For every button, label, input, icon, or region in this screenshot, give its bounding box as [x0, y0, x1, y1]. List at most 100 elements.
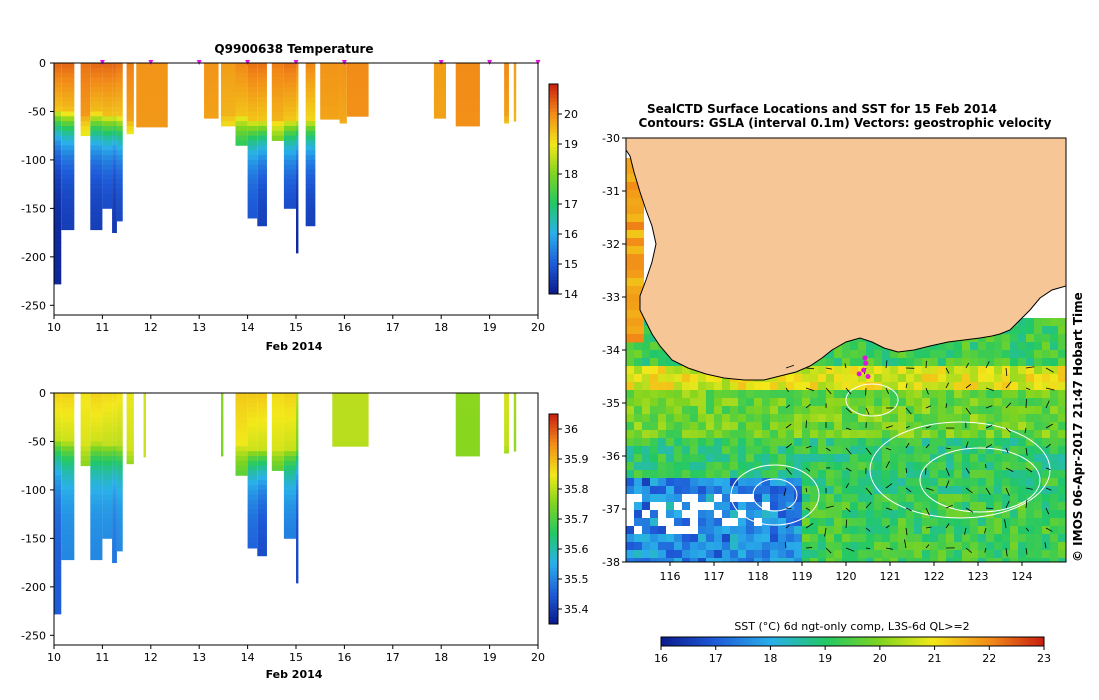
profile-cell	[247, 499, 258, 505]
sst-cell	[1010, 414, 1019, 423]
sst-cell	[866, 430, 875, 439]
profile-cell	[247, 446, 258, 452]
sst-cell	[794, 374, 803, 383]
sst-cell	[1026, 382, 1035, 391]
sst-cell	[634, 430, 643, 439]
sst-cell	[1002, 358, 1011, 367]
sst-cell	[930, 438, 939, 447]
profile-cell	[504, 426, 509, 433]
sst-cell	[906, 526, 915, 535]
profile-cell	[112, 533, 117, 539]
profile-cell	[112, 159, 117, 166]
sst-cell	[666, 358, 675, 367]
profile-cell	[339, 92, 347, 98]
sst-cell	[794, 430, 803, 439]
velocity-vector	[1025, 499, 1028, 509]
profile-cell	[513, 412, 517, 418]
sst-cell	[898, 414, 907, 423]
sst-cell	[842, 542, 851, 551]
profile-cell	[455, 393, 480, 399]
profile-cell	[54, 519, 62, 525]
profile-cell	[305, 184, 316, 190]
sst-cell	[626, 422, 635, 431]
profile-cell	[112, 417, 117, 423]
sst-cell	[794, 446, 803, 455]
profile-cell	[54, 606, 62, 612]
profile-cell	[235, 82, 248, 88]
sst-cell	[962, 382, 971, 391]
profile-16	[332, 393, 369, 447]
sst-cell	[1058, 454, 1066, 463]
profile-cell	[504, 407, 509, 413]
profile-cell	[235, 460, 248, 467]
sst-cell	[986, 382, 995, 391]
sst-cell	[682, 430, 691, 439]
sst-cell	[754, 398, 763, 407]
profile-cell	[90, 145, 103, 151]
sst-cell	[650, 510, 659, 519]
sst-cell	[794, 382, 803, 391]
profile-cell	[90, 446, 103, 452]
velocity-vector	[965, 407, 972, 415]
sst-cell	[1026, 526, 1035, 535]
profile-cell	[102, 121, 113, 127]
profile-cell	[247, 213, 258, 219]
profile-cell	[54, 586, 62, 593]
sst-cell	[1002, 414, 1011, 423]
profile-cell	[61, 135, 75, 141]
profile-cell	[102, 63, 113, 69]
profile-cell	[54, 247, 62, 253]
colorbar-segment	[549, 91, 558, 95]
sst-cell	[834, 350, 843, 359]
sst-cell	[954, 382, 963, 391]
colorbar-segment	[549, 129, 558, 134]
sst-cell	[890, 494, 899, 503]
profile-cell	[90, 460, 103, 467]
sst-cell	[810, 486, 819, 495]
sst-cell	[770, 526, 779, 535]
profile-cell	[102, 155, 113, 161]
profile-cell	[257, 514, 267, 520]
sst-cell	[698, 542, 707, 551]
sst-cell	[874, 438, 883, 447]
sst-cell	[994, 494, 1003, 503]
sst-cell	[914, 470, 923, 479]
profile-cell	[257, 426, 267, 433]
sst-cell	[810, 526, 819, 535]
profile-cell	[90, 164, 103, 171]
profile-cell	[102, 465, 113, 471]
profile-cell	[332, 397, 369, 404]
profile-cell	[112, 126, 117, 132]
sst-cell	[794, 558, 803, 562]
profile-cell	[54, 499, 62, 505]
profile-cell	[80, 126, 91, 132]
sst-cell	[1042, 374, 1051, 383]
sst-cell	[642, 390, 651, 399]
profile-cell	[296, 465, 299, 471]
sst-cell	[1026, 366, 1035, 375]
profile-cell	[112, 504, 117, 510]
profile-3	[90, 63, 103, 231]
profile-cell	[339, 96, 347, 103]
velocity-vector	[885, 525, 890, 529]
sst-cell	[1058, 326, 1066, 335]
profile-cell	[112, 164, 117, 171]
sst-cell	[754, 558, 763, 562]
sst-cell	[1010, 534, 1019, 543]
sst-cell	[930, 470, 939, 479]
profile-cell	[61, 87, 75, 93]
sst-cell	[906, 558, 915, 562]
sst-cell	[1058, 478, 1066, 487]
profile-cell	[126, 426, 134, 433]
profile-cell	[112, 111, 117, 117]
profile-cell	[54, 242, 62, 248]
velocity-vector	[965, 507, 974, 513]
sst-cell	[770, 518, 779, 527]
profile-cell	[346, 87, 369, 93]
profile-cell	[235, 116, 248, 122]
colorbar-segment	[549, 101, 558, 106]
colorbar-segment	[549, 136, 558, 141]
sst-cell	[762, 502, 771, 511]
sst-cell	[898, 494, 907, 503]
profile-cell	[90, 218, 103, 224]
